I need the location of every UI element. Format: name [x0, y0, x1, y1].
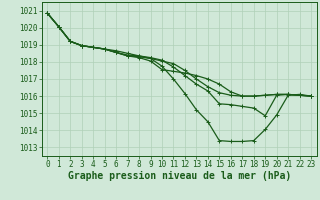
X-axis label: Graphe pression niveau de la mer (hPa): Graphe pression niveau de la mer (hPa) [68, 171, 291, 181]
